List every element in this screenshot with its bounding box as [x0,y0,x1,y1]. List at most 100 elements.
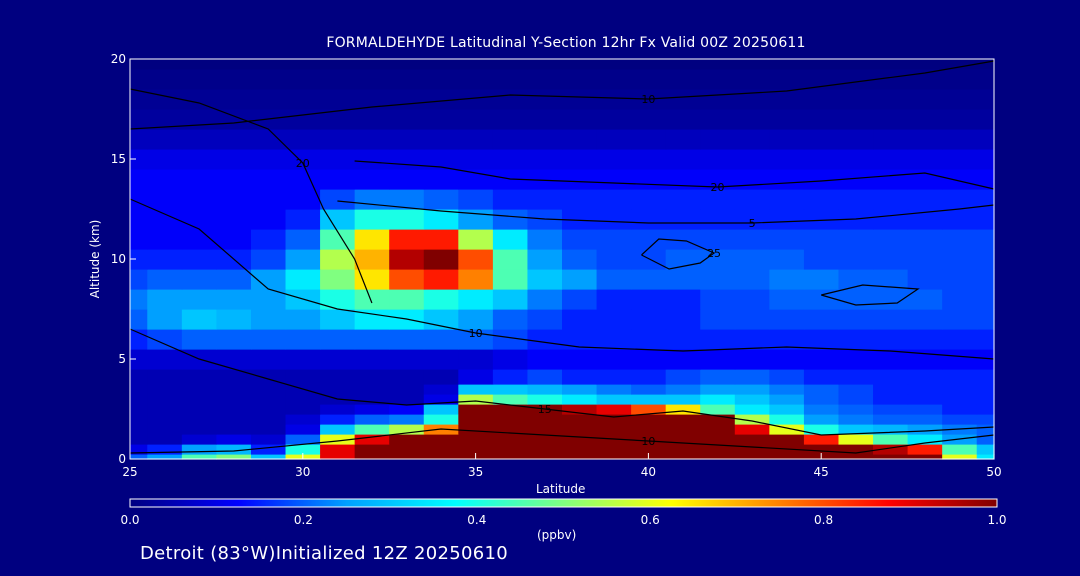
heatmap-cell [458,394,494,405]
heatmap-cell [976,309,995,330]
heatmap-cell [527,454,563,460]
heatmap-cell [250,424,287,435]
heatmap-cell [562,89,598,110]
heatmap-cell [734,109,770,130]
heatmap-cell [907,404,943,415]
heatmap-cell [250,69,287,90]
heatmap-cell [389,189,425,210]
heatmap-cell [423,209,459,230]
heatmap-cell [907,269,943,290]
heatmap-cell [873,424,909,435]
heatmap-cell [907,129,943,150]
heatmap-cell [527,384,563,395]
heatmap-cell [354,249,390,270]
heatmap-cell [769,109,805,130]
heatmap-cell [596,109,632,130]
heatmap-cell [700,109,736,130]
heatmap-cell [803,414,840,425]
heatmap-cell [216,424,252,435]
heatmap-cell [250,189,287,210]
heatmap-cell [873,454,909,460]
heatmap-cell [907,289,943,310]
heatmap-cell [216,329,252,350]
heatmap-cell [423,434,459,445]
heatmap-cell [389,424,425,435]
heatmap-cell [665,404,701,415]
heatmap-cell [734,384,770,395]
heatmap-cell [320,434,356,445]
heatmap-cell [147,394,183,405]
heatmap-cell [873,249,909,270]
heatmap-cell [769,69,805,90]
heatmap-cell [130,59,148,70]
heatmap-cell [596,309,632,330]
heatmap-cell [285,169,321,190]
heatmap-cell [320,109,356,130]
heatmap-cell [734,69,770,90]
contour-label: 20 [296,157,310,170]
heatmap-cell [665,454,701,460]
contour-label: 10 [641,435,655,448]
heatmap-cell [734,169,770,190]
heatmap-cell [285,434,321,445]
heatmap-cell [285,69,321,90]
heatmap-cell [181,189,217,210]
heatmap-cell [147,189,183,210]
heatmap-cell [976,404,995,415]
heatmap-cell [216,109,252,130]
heatmap-cell [700,69,736,90]
contour-label: 10 [469,327,483,340]
heatmap-cell [492,249,529,270]
heatmap-cell [976,444,995,455]
heatmap-cell [803,289,840,310]
heatmap-cell [527,59,563,70]
heatmap-cell [631,394,667,405]
heatmap-cell [596,404,632,415]
heatmap-cell [458,309,494,330]
heatmap-cell [250,269,287,290]
heatmap-cell [769,454,805,460]
heatmap-cell [147,229,183,250]
heatmap-cell [873,404,909,415]
heatmap-cell [942,369,978,385]
heatmap-cell [130,349,148,370]
heatmap-cell [492,424,529,435]
heatmap-cell [181,249,217,270]
heatmap-cell [665,149,701,170]
heatmap-cell [320,249,356,270]
x-tick-label: 40 [641,465,656,479]
heatmap-cell [492,269,529,290]
heatmap-cell [631,424,667,435]
heatmap-cell [803,424,840,435]
heatmap-cell [631,289,667,310]
heatmap-cell [216,209,252,230]
heatmap-cell [250,454,287,460]
heatmap-cell [907,329,943,350]
heatmap-cell [423,404,459,415]
heatmap-cell [216,444,252,455]
heatmap-cell [976,369,995,385]
contour-label: 5 [749,217,756,230]
heatmap-cell [147,249,183,270]
heatmap-cell [769,149,805,170]
heatmap-cell [700,269,736,290]
heatmap-cell [130,109,148,130]
heatmap-cell [130,89,148,110]
heatmap-cell [942,149,978,170]
contour-line [129,88,373,304]
heatmap-cell [147,89,183,110]
heatmap-cell [354,209,390,230]
heatmap-cell [527,169,563,190]
heatmap-cell [631,129,667,150]
heatmap-cell [147,414,183,425]
heatmap-cell [130,209,148,230]
heatmap-cell [354,149,390,170]
heatmap-cell [354,269,390,290]
heatmap-cell [769,189,805,210]
heatmap-cell [700,309,736,330]
heatmap-cell [769,394,805,405]
heatmap-cell [838,329,874,350]
heatmap-cell [700,149,736,170]
heatmap-cell [942,189,978,210]
heatmap-cell [838,404,874,415]
